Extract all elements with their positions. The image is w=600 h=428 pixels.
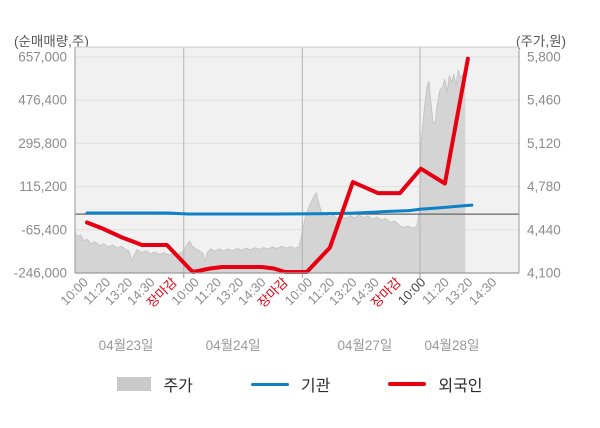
price-area-edge xyxy=(74,70,466,263)
legend-label: 기관 xyxy=(300,378,331,395)
x-axis-date-label: 04월23일 xyxy=(99,338,154,353)
legend-item-institution: 기관 xyxy=(250,372,331,396)
right-axis-tick-label: 4,440 xyxy=(527,222,561,237)
x-axis-date-label: 04월28일 xyxy=(425,338,480,353)
right-axis-tick-label: 4,100 xyxy=(527,266,561,281)
price-area-series xyxy=(75,70,466,273)
legend-label: 외국인 xyxy=(438,378,483,395)
chart-legend: 주가 기관 외국인 xyxy=(0,372,600,396)
left-axis-tick-label: 476,400 xyxy=(18,93,67,108)
right-axis-tick-label: 4,780 xyxy=(527,179,561,194)
right-axis-tick-label: 5,120 xyxy=(527,136,561,151)
legend-item-foreigner: 외국인 xyxy=(388,372,483,396)
left-axis-tick-label: -246,000 xyxy=(14,266,67,281)
right-axis-tick-label: 5,800 xyxy=(527,50,561,65)
legend-item-price: 주가 xyxy=(117,372,193,396)
institution-line-series xyxy=(85,203,474,216)
left-axis-tick-label: 295,800 xyxy=(18,136,67,151)
x-axis-time-tick-label: 14:30 xyxy=(466,275,500,309)
left-axis-title: (순매매량,주) xyxy=(14,34,89,49)
right-axis-tick-label: 5,460 xyxy=(527,93,561,108)
price-volume-chart: 657,000 476,400 295,800 115,200 -65,400 -246,… xyxy=(14,46,561,353)
price-area-swatch xyxy=(117,377,152,391)
foreigner-line-swatch xyxy=(388,382,427,386)
right-axis-title: (주가,원) xyxy=(515,34,566,49)
foreigner-line-series xyxy=(85,56,470,274)
left-axis-tick-label: -65,400 xyxy=(21,222,67,237)
institution-line-swatch xyxy=(250,382,289,386)
left-axis-tick-label: 115,200 xyxy=(19,179,67,194)
legend-label: 주가 xyxy=(163,378,193,395)
x-axis-date-label: 04월24일 xyxy=(206,338,261,353)
x-axis-date-label: 04월27일 xyxy=(337,338,392,353)
left-axis-tick-label: 657,000 xyxy=(18,50,67,65)
